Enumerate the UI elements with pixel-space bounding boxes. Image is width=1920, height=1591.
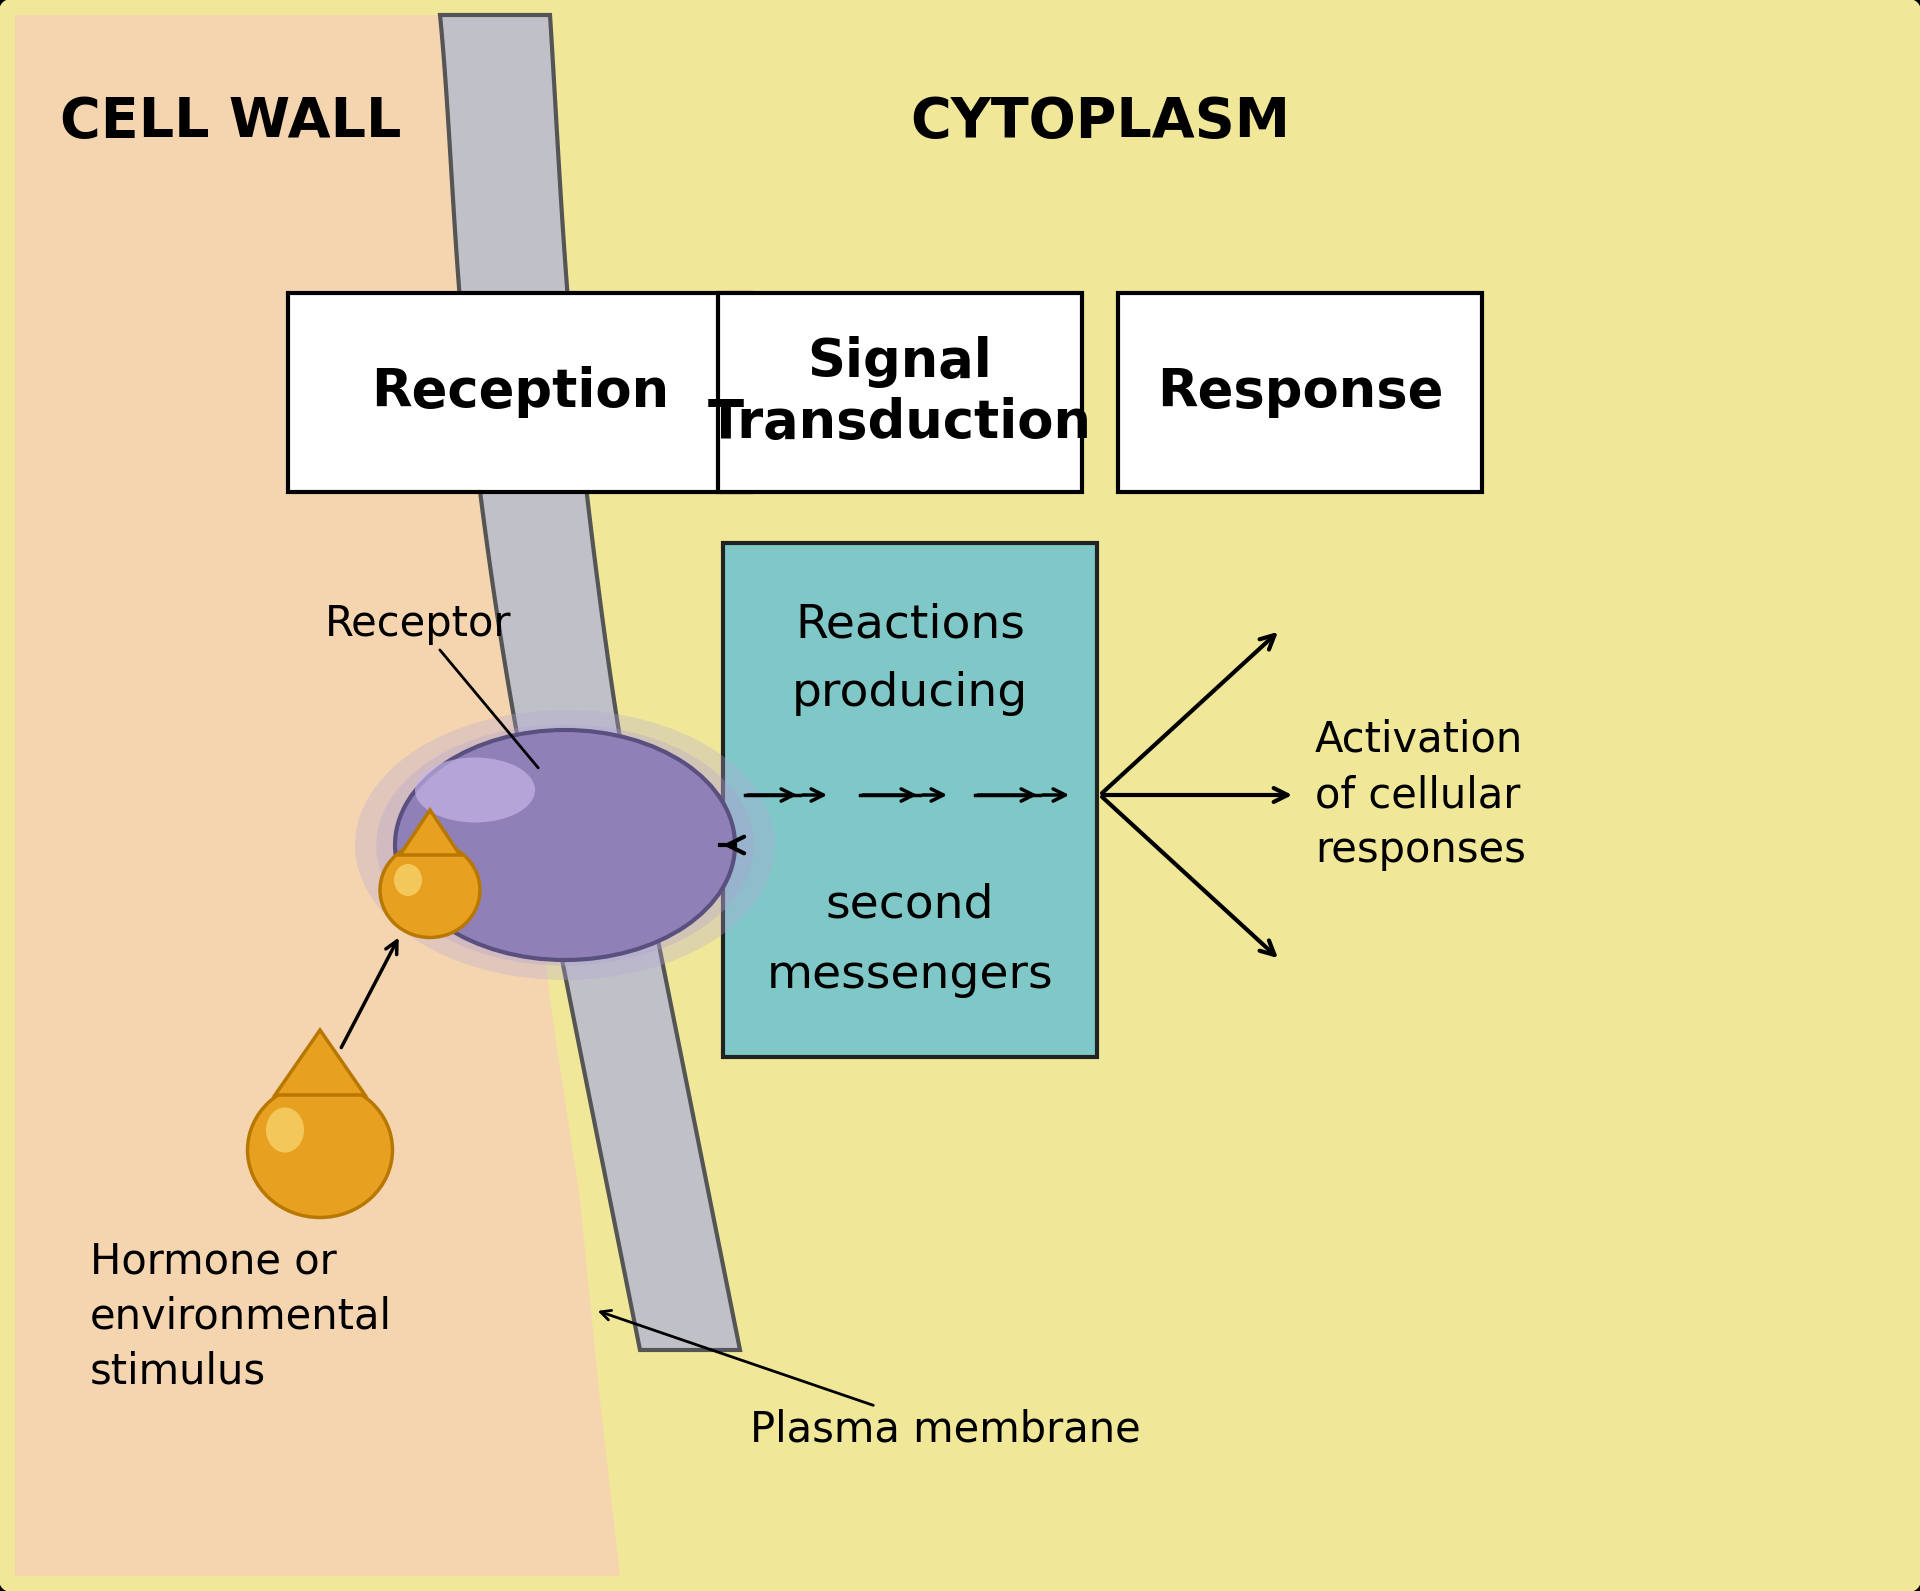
Ellipse shape (380, 843, 480, 937)
Ellipse shape (482, 796, 647, 894)
FancyBboxPatch shape (724, 543, 1096, 1056)
Ellipse shape (355, 710, 776, 980)
Text: Reactions: Reactions (795, 603, 1025, 648)
Ellipse shape (419, 753, 710, 937)
Ellipse shape (440, 767, 689, 923)
Ellipse shape (267, 1107, 303, 1152)
Text: Plasma membrane: Plasma membrane (601, 1311, 1140, 1451)
Text: Reception: Reception (371, 366, 668, 418)
Ellipse shape (503, 811, 626, 880)
Text: CELL WALL: CELL WALL (60, 95, 401, 150)
Ellipse shape (415, 757, 536, 823)
Text: second: second (826, 883, 995, 928)
Text: Response: Response (1158, 366, 1444, 418)
Text: Hormone or
environmental
stimulus: Hormone or environmental stimulus (90, 1239, 392, 1392)
Ellipse shape (461, 781, 668, 908)
Text: producing: producing (791, 670, 1027, 716)
Text: Activation
of cellular
responses: Activation of cellular responses (1315, 719, 1526, 872)
Text: messengers: messengers (766, 953, 1054, 998)
FancyBboxPatch shape (288, 293, 753, 492)
FancyBboxPatch shape (1117, 293, 1482, 492)
Ellipse shape (376, 724, 755, 966)
Polygon shape (275, 1029, 365, 1095)
Ellipse shape (397, 738, 733, 951)
Polygon shape (440, 14, 739, 1351)
Ellipse shape (248, 1082, 392, 1217)
Polygon shape (399, 810, 461, 854)
Text: Signal
Transduction: Signal Transduction (708, 336, 1092, 449)
FancyBboxPatch shape (718, 293, 1083, 492)
Ellipse shape (396, 730, 735, 959)
Text: Receptor: Receptor (324, 603, 538, 768)
Polygon shape (15, 14, 620, 1577)
Text: CYTOPLASM: CYTOPLASM (910, 95, 1290, 150)
Ellipse shape (394, 864, 422, 896)
